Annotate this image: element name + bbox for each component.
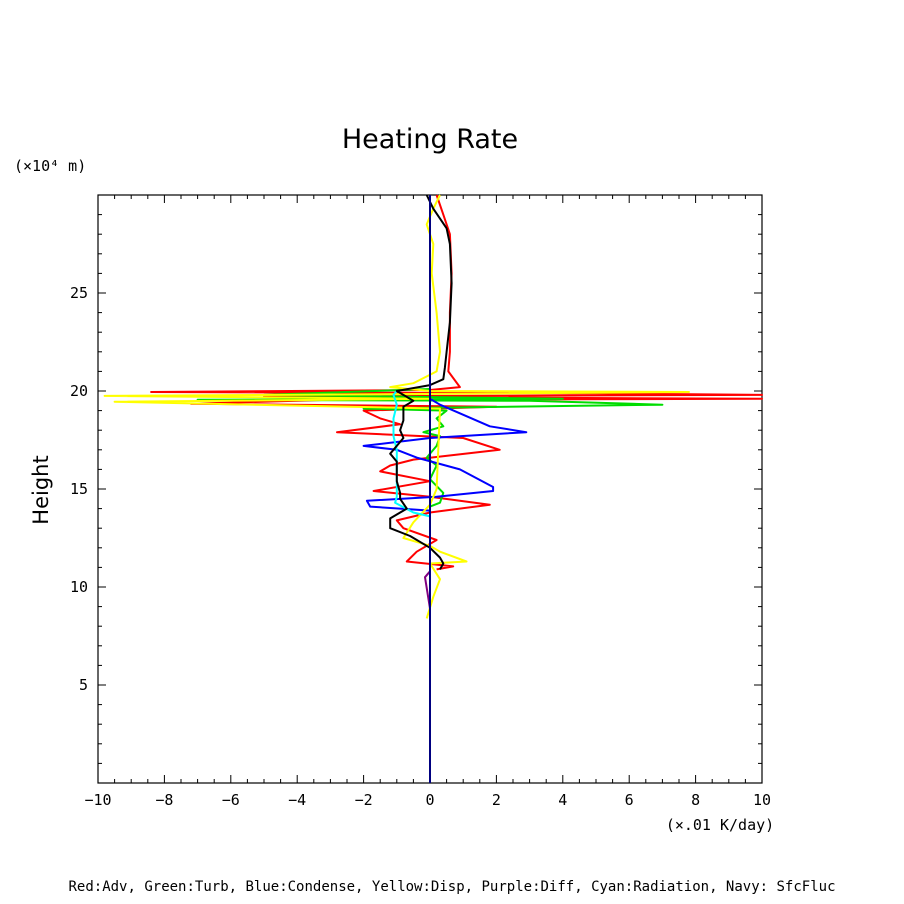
y-tick-label: 10 [70, 578, 88, 596]
tick-labels: −10 −8 −6 −4 −2 0 2 4 6 8 10 5 10 15 20 25 [70, 284, 771, 809]
y-axis-unit: (×10⁴ m) [14, 157, 86, 175]
series-line-condense [362, 390, 528, 512]
x-tick-label: 2 [492, 791, 501, 809]
y-tick-label: 5 [79, 676, 88, 694]
x-tick-label: 4 [558, 791, 567, 809]
x-tick-label: −10 [84, 791, 111, 809]
y-tick-label: 20 [70, 382, 88, 400]
x-tick-label: −2 [355, 791, 373, 809]
legend-text: Red:Adv, Green:Turb, Blue:Condense, Yell… [68, 879, 835, 895]
y-axis-label: Height [29, 455, 53, 524]
y-tick-label: 25 [70, 284, 88, 302]
series-lines [103, 194, 763, 783]
x-tick-label: −4 [288, 791, 306, 809]
series-line-adv [150, 194, 763, 571]
series-line-disp [103, 194, 690, 619]
x-tick-label: 8 [691, 791, 700, 809]
x-tick-label: 10 [753, 791, 771, 809]
series-line-total [389, 194, 453, 570]
x-axis-unit: (×.01 K/day) [666, 816, 774, 834]
y-tick-label: 15 [70, 480, 88, 498]
series-line-radiation [392, 390, 431, 518]
x-tick-label: 6 [625, 791, 634, 809]
x-tick-label: −6 [222, 791, 240, 809]
x-tick-label: −8 [155, 791, 173, 809]
x-tick-label: 0 [425, 791, 434, 809]
chart-title: Heating Rate [342, 124, 518, 155]
